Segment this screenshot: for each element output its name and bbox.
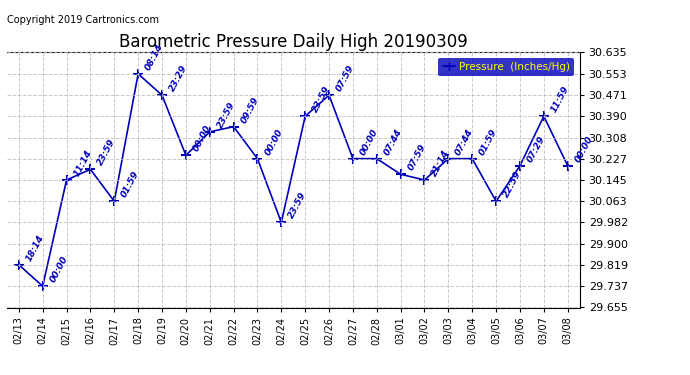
Text: 00:00: 00:00	[191, 124, 213, 153]
Text: 07:44: 07:44	[382, 127, 404, 156]
Text: 07:44: 07:44	[454, 127, 475, 156]
Text: 01:59: 01:59	[477, 127, 499, 156]
Text: 00:00: 00:00	[263, 127, 284, 156]
Text: 07:29: 07:29	[526, 134, 547, 164]
Text: 09:59: 09:59	[239, 95, 261, 124]
Legend: Pressure  (Inches/Hg): Pressure (Inches/Hg)	[438, 58, 574, 76]
Text: 23:59: 23:59	[310, 85, 332, 114]
Text: 18:14: 18:14	[24, 233, 46, 262]
Text: 11:59: 11:59	[549, 85, 571, 114]
Text: 01:59: 01:59	[120, 170, 141, 199]
Text: 00:00: 00:00	[359, 127, 380, 156]
Text: Copyright 2019 Cartronics.com: Copyright 2019 Cartronics.com	[7, 15, 159, 25]
Text: 23:59: 23:59	[215, 100, 237, 130]
Text: 21:14: 21:14	[430, 148, 451, 178]
Text: 07:59: 07:59	[335, 63, 356, 93]
Text: 08:14: 08:14	[144, 42, 165, 72]
Text: 22:59: 22:59	[502, 170, 523, 199]
Text: 11:14: 11:14	[72, 148, 94, 178]
Text: 23:29: 23:29	[168, 63, 189, 93]
Text: 07:59: 07:59	[406, 142, 428, 172]
Title: Barometric Pressure Daily High 20190309: Barometric Pressure Daily High 20190309	[119, 33, 468, 51]
Text: 23:59: 23:59	[96, 138, 117, 167]
Text: 00:00: 00:00	[573, 134, 595, 164]
Text: 00:00: 00:00	[48, 255, 70, 284]
Text: 23:59: 23:59	[287, 191, 308, 220]
